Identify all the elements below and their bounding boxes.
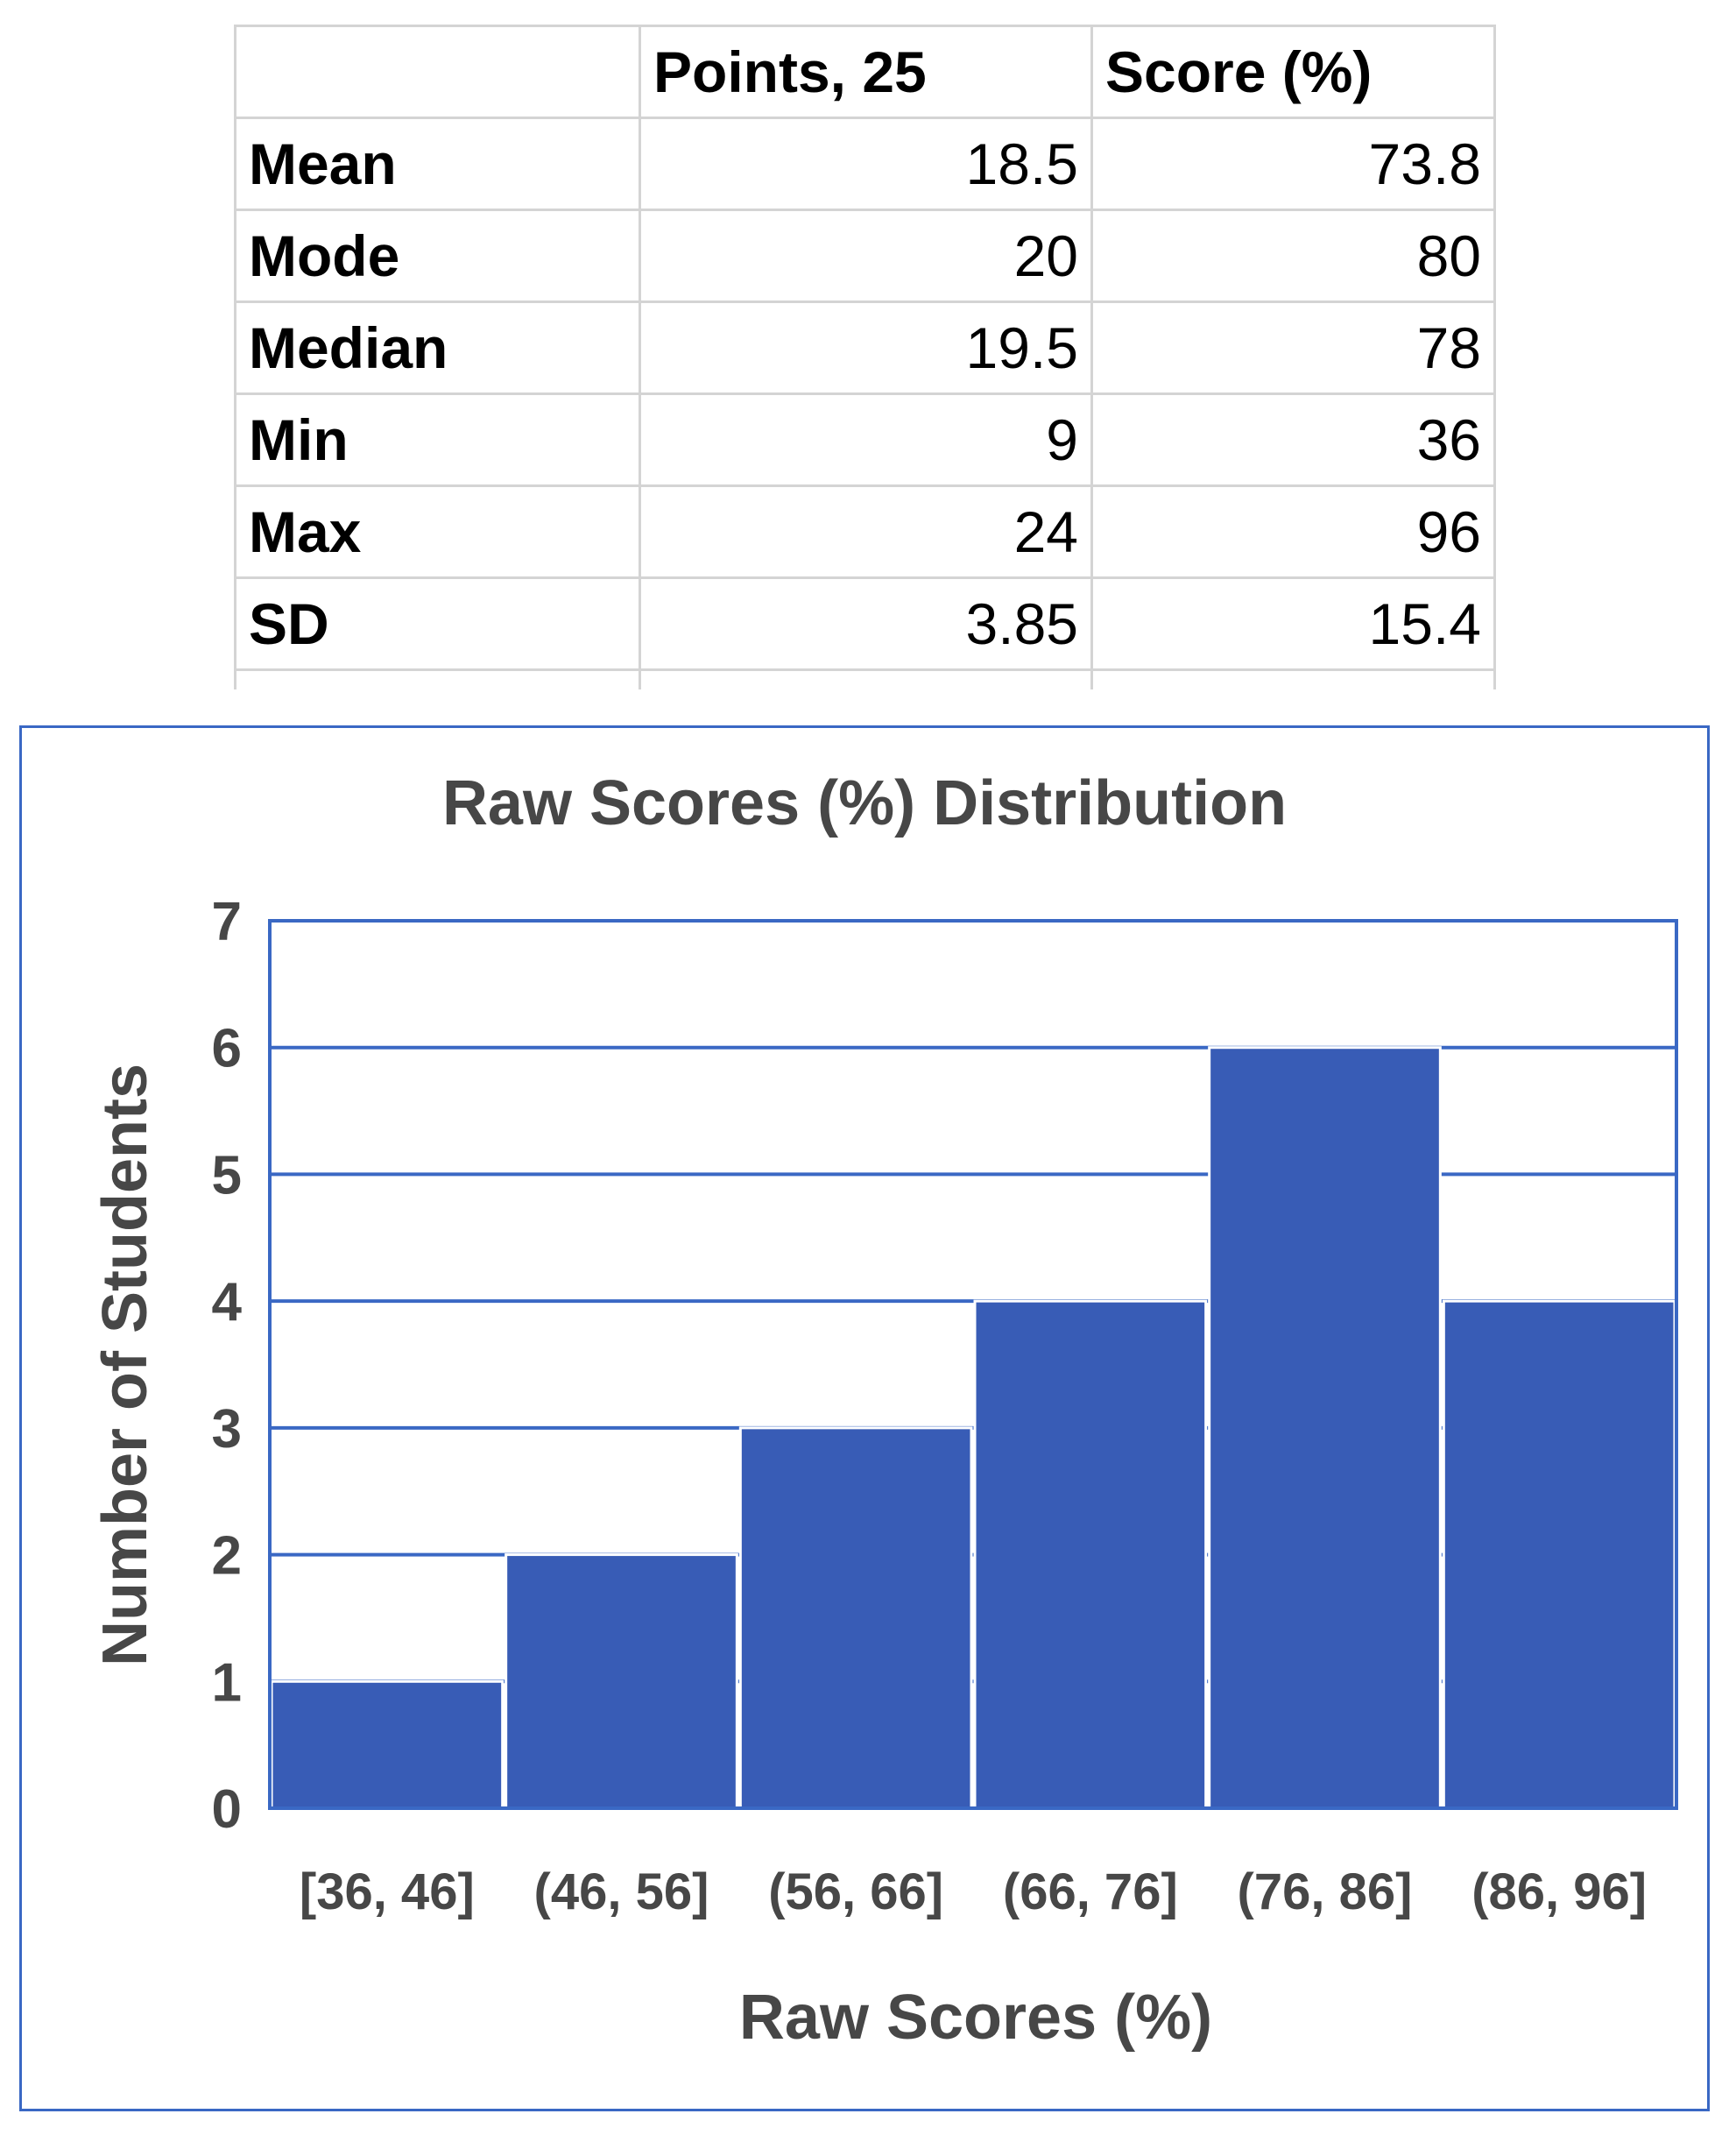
x-tick-label: (76, 86] — [1238, 1863, 1413, 1920]
histogram-chart-panel: Raw Scores (%) Distribution Number of St… — [19, 725, 1710, 2111]
stat-label-sd: SD — [234, 576, 641, 671]
stat-label-median: Median — [234, 300, 641, 395]
x-tick-label: (66, 76] — [1003, 1863, 1178, 1920]
stat-label-min: Min — [234, 392, 641, 487]
spacer-cell — [1090, 668, 1496, 689]
x-tick-label: (46, 56] — [534, 1863, 709, 1920]
table-row: Mean 18.5 73.8 — [234, 117, 1496, 211]
histogram-chart: Raw Scores (%) Distribution Number of St… — [90, 768, 1678, 2053]
y-tick-label: 0 — [212, 1779, 242, 1840]
stat-label-mode: Mode — [234, 209, 641, 303]
table-row: SD 3.85 15.4 — [234, 576, 1496, 671]
spacer-cell — [639, 668, 1093, 689]
bar-3 — [738, 1426, 973, 1810]
mode-score-value: 80 — [1090, 209, 1496, 303]
table-row: Max 24 96 — [234, 484, 1496, 579]
stat-label-max: Max — [234, 484, 641, 579]
table-row: Mode 20 80 — [234, 209, 1496, 303]
statistics-table: Points, 25 Score (%) Mean 18.5 73.8 Mode… — [234, 25, 1496, 689]
min-points-value: 9 — [639, 392, 1093, 487]
mode-points-value: 20 — [639, 209, 1093, 303]
x-tick-label: (56, 66] — [768, 1863, 943, 1920]
y-tick-labels: 0 1 2 3 4 5 6 7 — [212, 892, 243, 1840]
y-tick-label: 2 — [212, 1526, 242, 1587]
chart-title: Raw Scores (%) Distribution — [442, 768, 1287, 838]
y-axis-label: Number of Students — [90, 1064, 160, 1666]
x-axis-label: Raw Scores (%) — [739, 1983, 1212, 2053]
gridlines — [270, 1045, 1676, 1684]
bar-1 — [270, 1679, 505, 1810]
bar-6 — [1442, 1299, 1676, 1810]
header-cell-blank — [234, 25, 641, 119]
max-points-value: 24 — [639, 484, 1093, 579]
sd-score-value: 15.4 — [1090, 576, 1496, 671]
y-tick-label: 7 — [212, 892, 242, 952]
table-row: Min 9 36 — [234, 392, 1496, 487]
x-tick-label: (86, 96] — [1471, 1863, 1647, 1920]
y-tick-label: 1 — [212, 1652, 242, 1713]
y-tick-label: 6 — [212, 1019, 242, 1079]
max-score-value: 96 — [1090, 484, 1496, 579]
x-tick-label: [36, 46] — [300, 1863, 475, 1920]
y-tick-label: 4 — [212, 1272, 243, 1333]
mean-points-value: 18.5 — [639, 117, 1093, 211]
bar-2 — [505, 1553, 738, 1810]
median-score-value: 78 — [1090, 300, 1496, 395]
header-cell-points: Points, 25 — [639, 25, 1093, 119]
table-row: Median 19.5 78 — [234, 300, 1496, 395]
sd-points-value: 3.85 — [639, 576, 1093, 671]
bars — [270, 1046, 1676, 1810]
header-cell-score: Score (%) — [1090, 25, 1496, 119]
table-spacer-row — [234, 668, 1496, 689]
median-points-value: 19.5 — [639, 300, 1093, 395]
spacer-cell — [234, 668, 641, 689]
plot-area-border — [268, 919, 1678, 1810]
x-tick-labels: [36, 46] (46, 56] (56, 66] (66, 76] (76, 86]… — [300, 1863, 1647, 1920]
bar-4 — [973, 1299, 1208, 1810]
y-tick-label: 3 — [212, 1399, 242, 1460]
y-tick-label: 5 — [212, 1145, 242, 1205]
min-score-value: 36 — [1090, 392, 1496, 487]
stat-label-mean: Mean — [234, 117, 641, 211]
mean-score-value: 73.8 — [1090, 117, 1496, 211]
bar-5 — [1208, 1046, 1442, 1810]
table-header-row: Points, 25 Score (%) — [234, 25, 1496, 119]
